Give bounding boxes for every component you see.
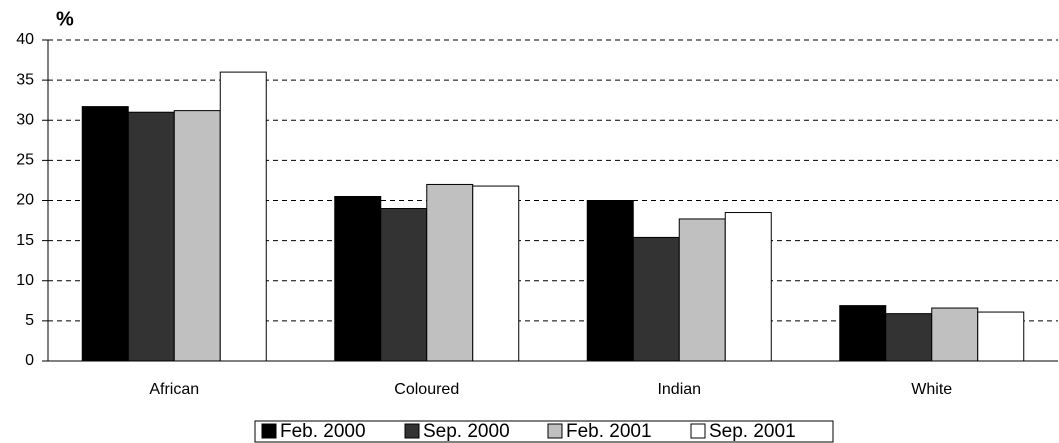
bar — [839, 305, 887, 362]
y-tick-label: 35 — [16, 71, 34, 88]
legend-swatch — [690, 423, 706, 439]
x-tick-label: African — [149, 381, 199, 398]
bar — [678, 218, 726, 362]
bar — [81, 106, 129, 362]
y-tick-label: 40 — [16, 31, 34, 48]
bar — [334, 195, 382, 362]
y-tick-label: 30 — [16, 111, 34, 128]
bar — [931, 307, 979, 362]
legend-swatch — [261, 423, 277, 439]
legend-label: Feb. 2001 — [566, 421, 652, 442]
y-tick-label: 25 — [16, 152, 34, 169]
legend-label: Feb. 2000 — [280, 421, 366, 442]
bar — [885, 313, 933, 362]
bar — [219, 71, 267, 362]
legend-label: Sep. 2001 — [709, 421, 796, 442]
bar — [472, 185, 520, 362]
bar — [632, 236, 680, 362]
y-tick-label: 10 — [16, 272, 34, 289]
bar — [380, 208, 428, 362]
x-tick-label: Coloured — [394, 381, 459, 398]
legend-swatch — [404, 423, 420, 439]
y-axis-label: % — [56, 8, 74, 30]
y-tick-label: 5 — [25, 312, 34, 329]
legend: Feb. 2000 Sep. 2000 Feb. 2001 Sep. 2001 — [254, 420, 834, 443]
bar — [426, 183, 474, 362]
y-tick-label: 20 — [16, 192, 34, 209]
y-tick-label: 0 — [25, 352, 34, 369]
bar — [977, 311, 1025, 362]
legend-box — [254, 420, 834, 443]
x-tick-label: White — [911, 381, 952, 398]
legend-swatch — [547, 423, 563, 439]
bar — [586, 200, 634, 362]
legend-label: Sep. 2000 — [423, 421, 510, 442]
x-tick-label: Indian — [657, 381, 701, 398]
bar — [173, 110, 221, 362]
y-tick-label: 15 — [16, 232, 34, 249]
bar — [127, 111, 175, 362]
bar — [724, 212, 772, 362]
